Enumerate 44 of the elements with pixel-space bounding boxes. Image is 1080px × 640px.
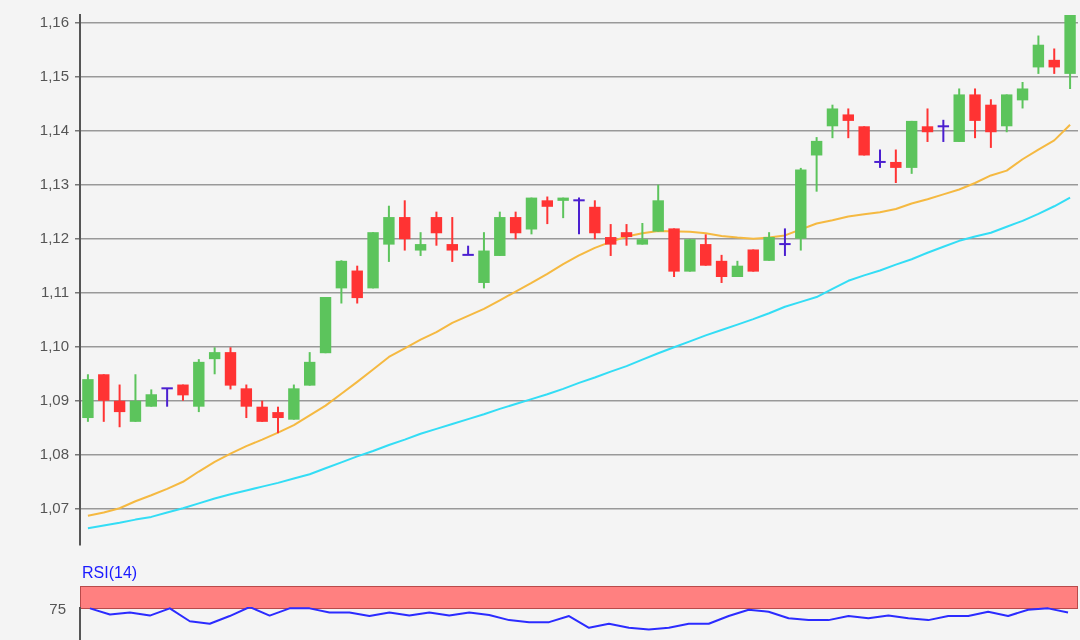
candlestick [1016,80,1029,110]
candlestick [1032,34,1045,75]
candlestick [604,223,617,257]
candlestick [446,216,458,263]
y-tick-label: 1,15 [39,66,69,84]
candlestick [240,383,253,420]
candlestick [272,405,284,435]
candlestick [256,399,268,423]
candlestick [778,227,792,257]
candlestick [747,248,759,273]
candlestick [541,195,554,226]
candlestick [208,346,221,376]
y-tick-label: 1,09 [39,390,69,408]
candlestick [129,373,142,423]
y-tick-label: 1,13 [39,174,69,192]
candlestick [113,383,126,429]
text: 75 [48,600,66,618]
candlestick [700,233,712,267]
candlestick [1048,47,1060,75]
y-tick-label: 1,11 [40,282,69,300]
candlestick [620,223,633,247]
candlestick [304,351,316,387]
candlestick [715,253,728,284]
candlestick [572,196,586,236]
y-tick-label: 1,10 [39,336,69,354]
candlestick [399,199,411,252]
candlestick [414,231,427,257]
y-tick-label: 1,12 [39,228,69,246]
candlestick [873,148,887,169]
candlestick [160,387,174,408]
candlestick [430,210,443,247]
candlestick [921,107,934,143]
candlestick [890,148,902,185]
candlestick [509,210,522,241]
candlestick [842,107,854,140]
y-tick-label: 1,16 [39,12,69,30]
y-tick-label: 1,08 [39,444,69,462]
candlestick [826,103,839,140]
y-tick-label: 1,14 [39,120,69,138]
chart-title: RSI(14) [82,563,138,583]
candlestick [810,136,823,193]
candlestick [763,231,775,262]
y-tick-label: 1,07 [39,498,69,516]
candlestick [636,222,649,246]
